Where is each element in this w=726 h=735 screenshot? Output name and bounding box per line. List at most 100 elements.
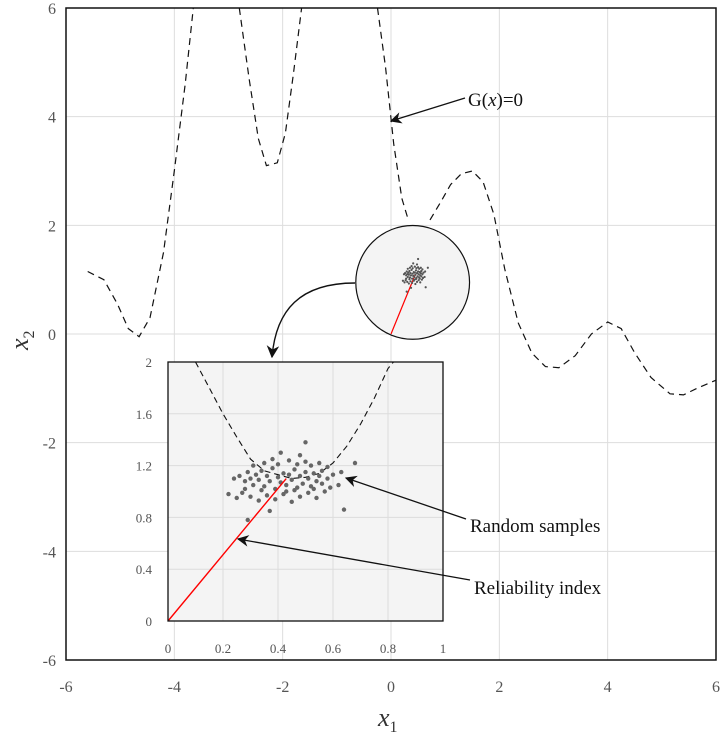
random-samples-label: Random samples bbox=[470, 516, 600, 537]
sample-point bbox=[281, 471, 286, 476]
x-tick-label: 2 bbox=[495, 679, 503, 696]
x-tick-label: 6 bbox=[712, 679, 720, 696]
mini-sample-point bbox=[402, 273, 406, 276]
mini-sample-point bbox=[415, 280, 419, 283]
sample-point bbox=[314, 495, 319, 501]
inset-x-tick-label: 0.8 bbox=[380, 641, 396, 656]
mini-sample-point bbox=[416, 275, 419, 278]
sample-point bbox=[319, 468, 325, 473]
zoom-circle-group bbox=[266, 224, 471, 359]
mini-sample-point bbox=[409, 280, 412, 283]
mini-sample-point bbox=[423, 275, 426, 279]
mini-sample-point bbox=[421, 273, 424, 276]
mini-sample-point bbox=[413, 265, 416, 268]
sample-point bbox=[267, 508, 272, 514]
sample-point bbox=[237, 473, 242, 479]
mini-sample-point bbox=[417, 279, 420, 282]
mini-sample-point bbox=[405, 277, 408, 280]
mini-sample-point bbox=[415, 263, 419, 266]
y-tick-label: 0 bbox=[48, 327, 56, 344]
limit-state-segment bbox=[429, 170, 717, 396]
random-samples-arrow bbox=[344, 475, 467, 520]
sample-point bbox=[262, 484, 267, 489]
mini-sample-point bbox=[414, 269, 418, 272]
sample-point bbox=[325, 464, 330, 470]
reliability-index-label: Reliability index bbox=[474, 578, 602, 599]
mini-sample-point bbox=[412, 279, 415, 282]
mini-sample-point bbox=[424, 286, 427, 289]
mini-sample-point bbox=[408, 278, 411, 281]
sample-point bbox=[339, 469, 344, 475]
sample-point bbox=[297, 453, 303, 458]
sample-point bbox=[336, 482, 341, 488]
sample-point bbox=[328, 485, 333, 490]
sample-point bbox=[289, 499, 294, 505]
limit-state-arrow bbox=[389, 97, 466, 124]
sample-point bbox=[286, 458, 292, 463]
sample-point bbox=[325, 476, 330, 481]
sample-point bbox=[330, 472, 336, 477]
inset-y-tick-label: 1.6 bbox=[136, 407, 153, 422]
mini-sample-point bbox=[410, 264, 413, 268]
inset-x-tick-label: 0 bbox=[165, 641, 172, 656]
mini-sample-point bbox=[420, 278, 423, 281]
y-tick-label: -6 bbox=[43, 653, 56, 670]
mini-sample-point bbox=[405, 270, 408, 273]
mini-sample-point bbox=[407, 273, 410, 276]
limit-state-segment bbox=[238, 7, 303, 167]
mini-sample-point bbox=[411, 272, 414, 275]
sample-point bbox=[284, 489, 289, 494]
inset-y-tick-label: 0.8 bbox=[136, 510, 152, 525]
sample-point bbox=[292, 488, 297, 493]
sample-point bbox=[308, 484, 314, 489]
sample-point bbox=[281, 491, 286, 497]
inset-y-tick-label: 2 bbox=[146, 355, 153, 370]
mini-sample-point bbox=[409, 274, 413, 277]
y-tick-label: 2 bbox=[48, 218, 56, 235]
mini-sample-point bbox=[401, 279, 405, 282]
y-tick-label: -2 bbox=[43, 436, 56, 453]
limit-state-label: G(x)=0 bbox=[468, 90, 523, 111]
reliability-index-arrow bbox=[236, 535, 471, 581]
inset-frame bbox=[167, 361, 444, 622]
mini-sample-point bbox=[414, 273, 417, 276]
inset-x-tick-label: 1 bbox=[440, 641, 447, 656]
sample-point bbox=[286, 472, 292, 477]
zoom-arrow bbox=[266, 282, 356, 359]
sample-point bbox=[311, 471, 316, 476]
sample-point bbox=[264, 493, 270, 498]
main-tick-labels: -6 -4 -2 0 2 4 6 -6 -4 -2 0 2 4 6 bbox=[43, 1, 720, 696]
limit-state-curve bbox=[87, 7, 717, 396]
sample-point bbox=[306, 476, 311, 481]
mini-sample-point bbox=[421, 276, 425, 280]
sample-point bbox=[275, 475, 281, 480]
mini-sample-point bbox=[424, 270, 427, 273]
annotations: G(x)=0 Random samples Reliability index bbox=[236, 90, 602, 599]
sample-point bbox=[295, 462, 300, 467]
mini-sample-point bbox=[409, 272, 412, 275]
mini-sample-point bbox=[418, 267, 421, 270]
mini-sample-point bbox=[415, 267, 418, 270]
inset-x-tick-label: 0.2 bbox=[215, 641, 231, 656]
mini-sample-point bbox=[413, 275, 416, 279]
sample-point bbox=[303, 469, 308, 475]
sample-point bbox=[259, 468, 264, 473]
sample-point bbox=[317, 473, 322, 479]
inset-tick-labels: 0 0.2 0.4 0.6 0.8 1 0 0.4 0.8 1.2 1.6 2 bbox=[136, 355, 447, 656]
sample-point bbox=[240, 490, 245, 495]
limit-state-segment bbox=[376, 7, 409, 221]
main-frame-rect bbox=[65, 7, 717, 661]
mini-sample-point bbox=[409, 286, 413, 289]
sample-point bbox=[256, 477, 261, 483]
sample-point bbox=[275, 462, 281, 467]
inset-x-tick-label: 0.6 bbox=[325, 641, 342, 656]
sample-point bbox=[251, 463, 256, 468]
inset-limit-state-curve bbox=[195, 361, 394, 480]
mini-sample-point bbox=[411, 277, 414, 280]
mini-sample-point bbox=[414, 282, 417, 286]
sample-point bbox=[270, 456, 275, 462]
mini-sample-point bbox=[420, 269, 423, 273]
sample-point bbox=[251, 482, 256, 488]
mini-sample-point bbox=[411, 281, 414, 285]
mini-sample-point bbox=[416, 266, 420, 269]
